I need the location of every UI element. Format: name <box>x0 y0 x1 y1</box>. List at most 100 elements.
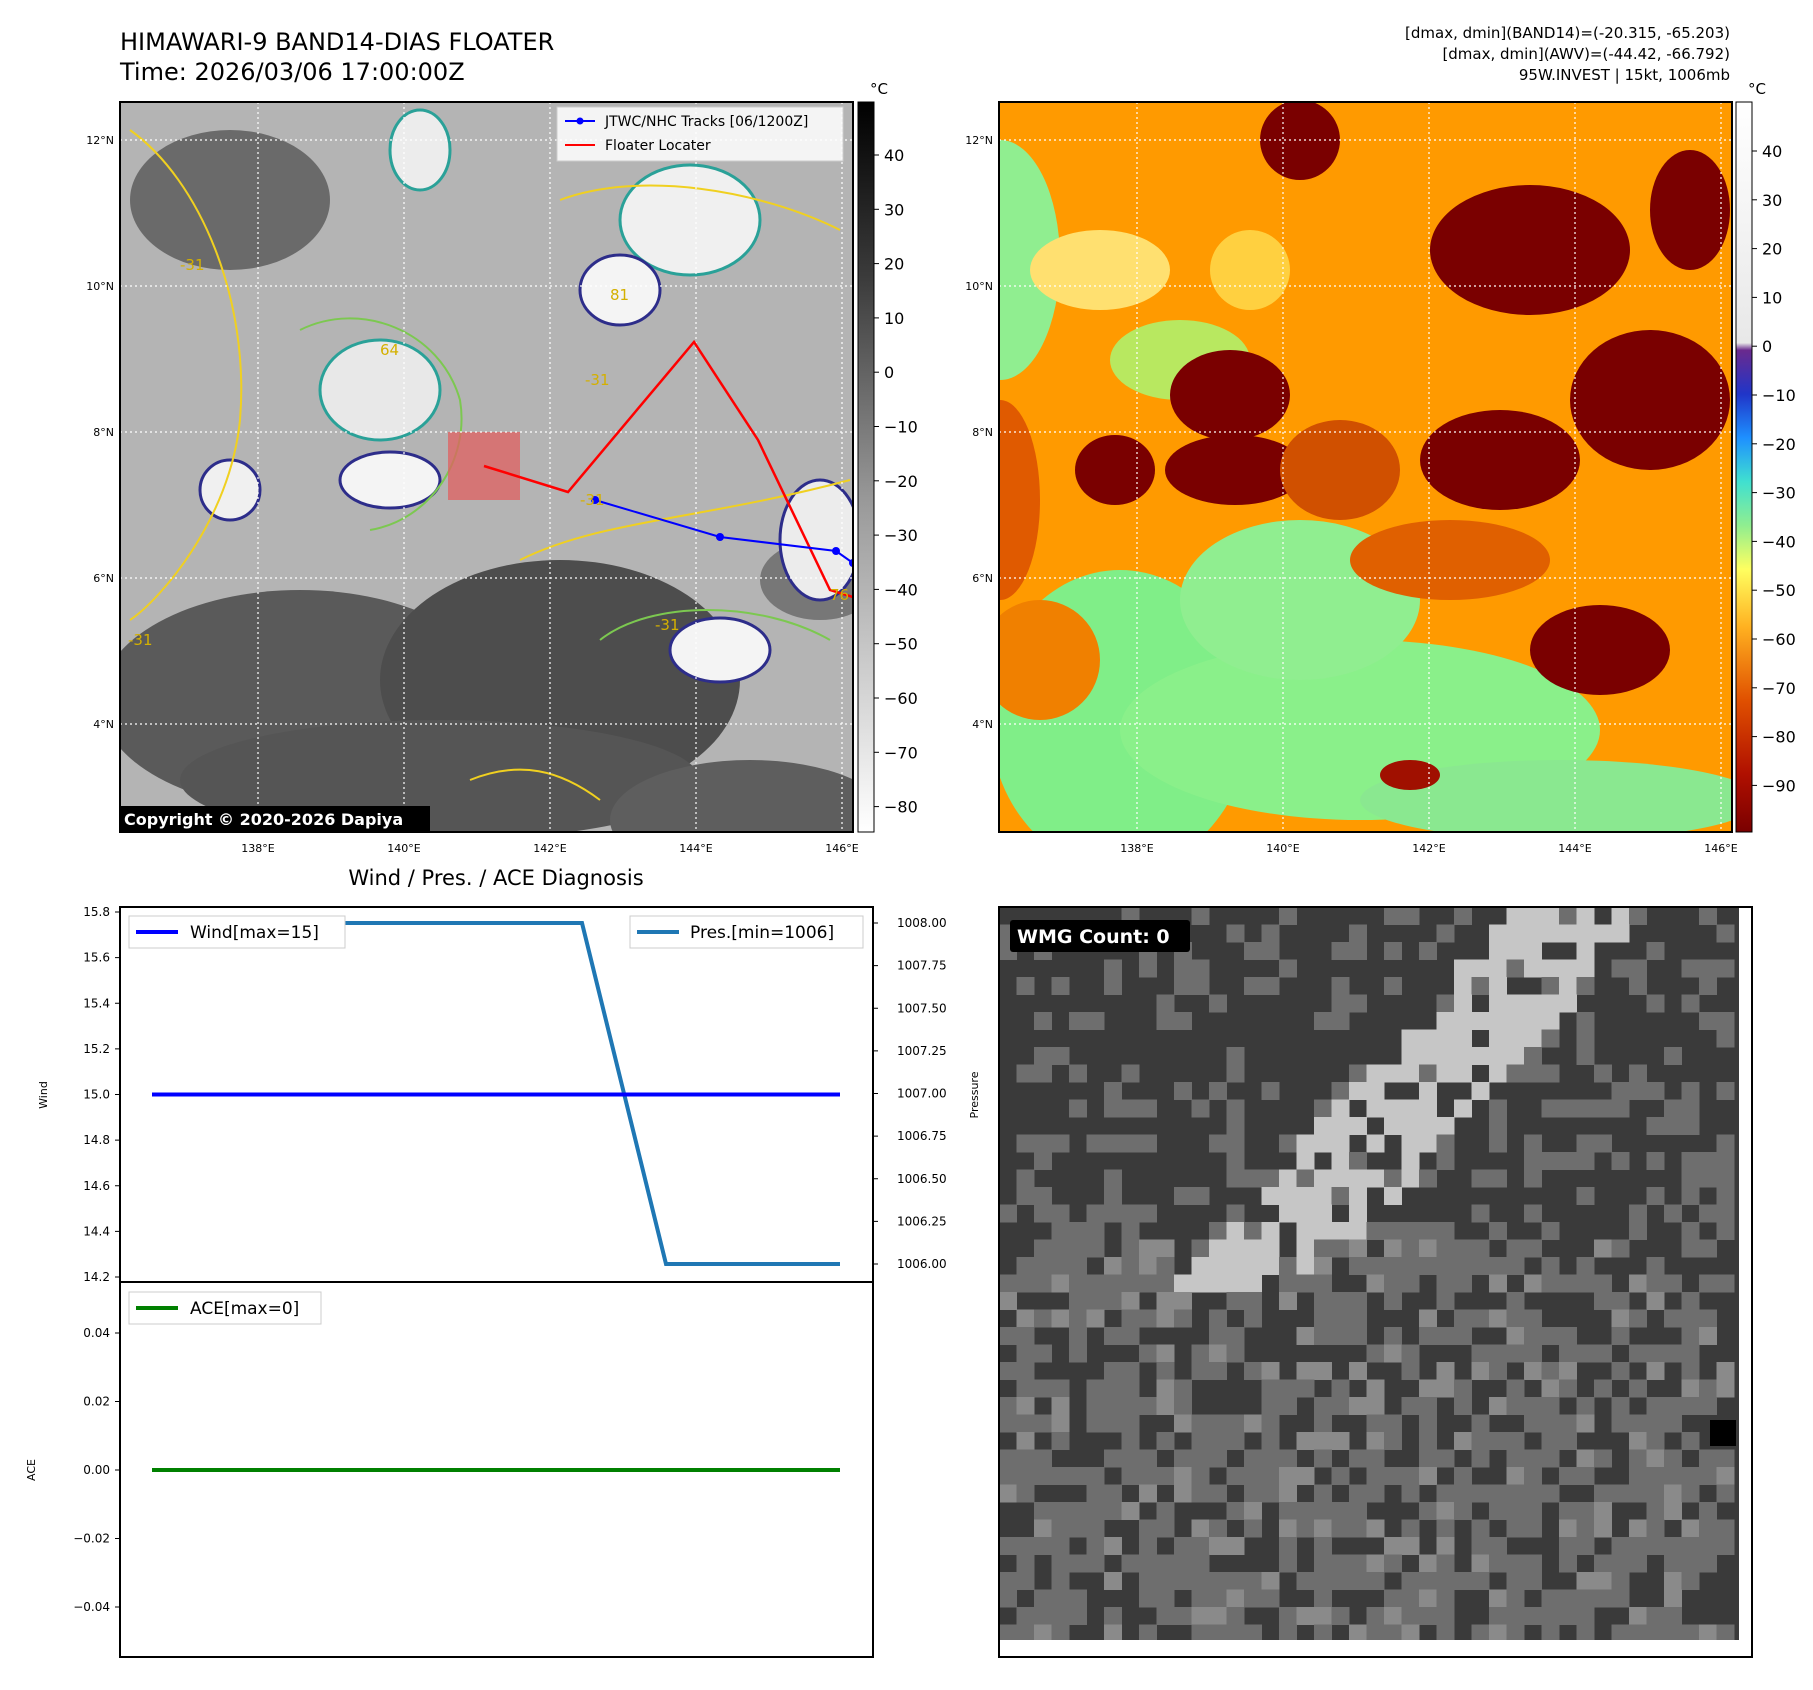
wmg-cell <box>1349 1397 1367 1415</box>
wmg-cell <box>1384 1274 1402 1293</box>
wmg-cell <box>1244 1572 1262 1590</box>
wmg-cell <box>1576 924 1595 943</box>
wmg-cell <box>1156 1239 1175 1258</box>
wmg-cell <box>1296 1327 1315 1345</box>
wmg-cell <box>1401 1467 1420 1485</box>
wmg-cell <box>1541 1379 1560 1398</box>
wmg-cell <box>1086 1397 1105 1415</box>
wmg-cell <box>1384 1292 1402 1310</box>
colorbar-tick-label: 40 <box>1762 142 1782 161</box>
wmg-cell <box>1331 1397 1350 1415</box>
wind-tick-label: 15.2 <box>83 1042 110 1056</box>
wmg-cell <box>1226 1327 1245 1345</box>
pressure-tick-label: 1006.75 <box>897 1129 947 1143</box>
wmg-cell <box>1051 1309 1070 1328</box>
wmg-cell <box>1646 1502 1665 1520</box>
wmg-cell <box>1629 959 1647 978</box>
wmg-cell <box>1314 1257 1332 1275</box>
colorbar-tick-label: 10 <box>1762 288 1782 307</box>
wmg-cell <box>1384 907 1402 925</box>
wmg-cell <box>1646 1537 1665 1555</box>
wmg-cell <box>1279 1607 1297 1625</box>
wmg-cell <box>1524 1309 1542 1328</box>
wmg-cell <box>1156 1589 1175 1608</box>
wmg-cell <box>1296 1432 1315 1450</box>
pressure-tick-label: 1006.25 <box>897 1214 947 1228</box>
wmg-cell <box>1244 1519 1262 1538</box>
wmg-cell <box>1594 1379 1612 1398</box>
wmg-cell <box>1436 994 1455 1013</box>
wmg-cell <box>1629 1414 1647 1433</box>
wmg-cell <box>1646 1624 1665 1640</box>
wmg-cell <box>1314 1274 1332 1293</box>
wmg-cell <box>1034 1047 1052 1065</box>
ir-colorbar: °C 40 30 20 10 0 −10 −20 −30 −40 −50 −60 −70 −80 <box>857 80 918 833</box>
wmg-cell <box>1226 1047 1245 1065</box>
wmg-cell <box>1051 1222 1070 1240</box>
wmg-cell <box>1541 1449 1560 1468</box>
wmg-cell <box>1296 1519 1315 1538</box>
wmg-cell <box>1261 924 1280 943</box>
wmg-cell <box>1139 1309 1157 1328</box>
wmg-cell <box>1419 1047 1437 1065</box>
wmg-cell <box>1016 1449 1035 1468</box>
wmg-cell <box>1489 1064 1507 1083</box>
wmg-cell <box>1279 1274 1297 1293</box>
wmg-cell <box>1489 1047 1507 1065</box>
wmg-cell <box>1524 1327 1542 1345</box>
wmg-cell <box>1191 907 1210 925</box>
wmg-cell <box>1226 1624 1245 1640</box>
wmg-cell <box>1401 1344 1420 1363</box>
wmg-cell <box>1104 1624 1122 1640</box>
wmg-cell <box>1331 1012 1350 1030</box>
wmg-cell <box>1296 1222 1315 1240</box>
wmg-cell <box>1069 1589 1087 1608</box>
wmg-cell <box>1174 1414 1192 1433</box>
wmg-cell <box>1209 1572 1227 1590</box>
wmg-cell <box>1121 1467 1140 1485</box>
wmg-cell <box>1524 1467 1542 1485</box>
wmg-cell <box>1629 1537 1647 1555</box>
wmg-cell <box>1244 1257 1262 1275</box>
wmg-cell <box>1576 1344 1595 1363</box>
wmg-cell <box>1664 1607 1682 1625</box>
wmg-cell <box>1629 1222 1647 1240</box>
wmg-cell <box>1576 1519 1595 1538</box>
wmg-cell <box>1699 1537 1717 1555</box>
wmg-cell <box>1401 1099 1420 1118</box>
wmg-cell <box>1646 1274 1665 1293</box>
wmg-cell <box>1034 1309 1052 1328</box>
wmg-cell <box>1034 1257 1052 1275</box>
wmg-cell <box>999 1362 1017 1380</box>
wmg-cell <box>1681 1309 1700 1328</box>
lon-tick-label: 144°E <box>679 842 712 855</box>
wmg-cell <box>1699 1519 1717 1538</box>
colorbar-tick-label: −70 <box>1762 679 1796 698</box>
wmg-cell <box>1401 1064 1420 1083</box>
wmg-cell <box>1559 994 1577 1013</box>
wmg-cell <box>1436 1117 1455 1135</box>
wmg-cell <box>1086 1502 1105 1520</box>
wmg-cell <box>1559 1414 1577 1433</box>
jtwc-track-point <box>716 533 724 541</box>
wmg-cell <box>1576 977 1595 995</box>
wmg-cell <box>1419 1554 1437 1573</box>
wind-legend: Wind[max=15] <box>128 915 346 949</box>
wmg-cell <box>1191 1624 1210 1640</box>
wmg-cell <box>1244 1222 1262 1240</box>
wmg-cell <box>1401 1537 1420 1555</box>
wmg-cell <box>1489 1134 1507 1153</box>
wmg-cell <box>1139 1239 1157 1258</box>
colorbar-tick-label: −10 <box>884 418 918 437</box>
wmg-cell <box>1366 1274 1385 1293</box>
wmg-cell <box>1104 1082 1122 1100</box>
wmg-cell <box>1454 1467 1472 1485</box>
wmg-cell <box>1611 1152 1630 1170</box>
wmg-cell <box>1436 1502 1455 1520</box>
wmg-cell <box>1016 1624 1035 1640</box>
wmg-cell <box>1209 1309 1227 1328</box>
wmg-cell <box>1716 1519 1735 1538</box>
wmg-cell <box>1086 1309 1105 1328</box>
wmg-cell <box>1699 1012 1717 1030</box>
wmg-cell <box>1699 1204 1717 1223</box>
